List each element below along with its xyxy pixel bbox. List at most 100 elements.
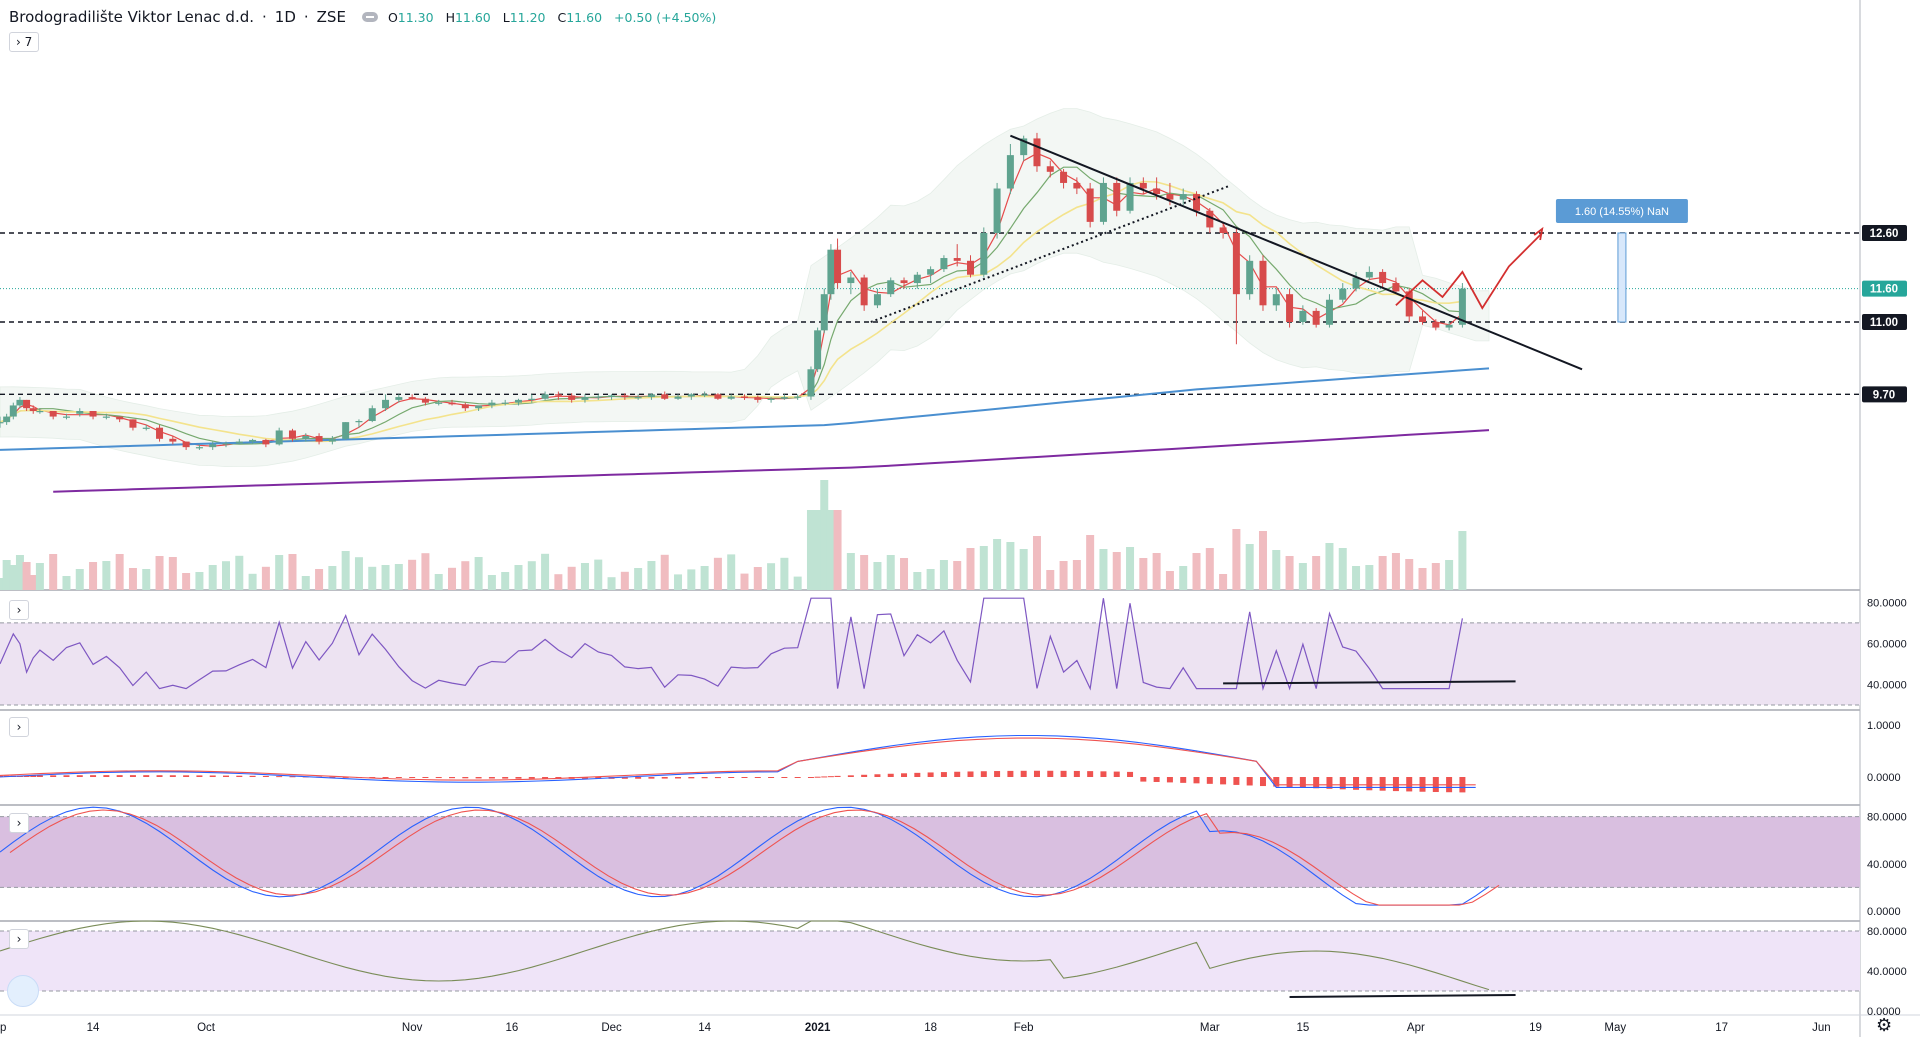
volume-bar bbox=[408, 559, 417, 590]
macd-histogram-bar bbox=[847, 775, 854, 777]
low-label: L bbox=[502, 9, 510, 25]
chevron-right-icon: › bbox=[16, 932, 22, 946]
candle-body bbox=[49, 411, 57, 417]
macd-histogram-bar bbox=[435, 777, 442, 779]
rsi-support-line bbox=[1223, 680, 1516, 685]
volume-bar bbox=[833, 510, 842, 590]
open-label: O bbox=[387, 9, 398, 25]
macd-histogram-bar bbox=[1087, 771, 1094, 777]
candle-body bbox=[608, 395, 616, 397]
volume-bar bbox=[368, 566, 377, 590]
macd-histogram-bar bbox=[76, 775, 83, 777]
macd-histogram-bar bbox=[1193, 777, 1200, 784]
candle-body bbox=[435, 402, 443, 404]
volume-bar bbox=[75, 569, 84, 590]
macd-histogram-bar bbox=[1233, 777, 1240, 785]
stoch-pane-toggle-button[interactable]: › bbox=[9, 813, 29, 833]
macd-histogram-bar bbox=[236, 775, 243, 777]
volume-bar bbox=[434, 574, 443, 590]
volume-bar bbox=[1152, 553, 1161, 590]
time-axis-label: Dec bbox=[601, 1022, 622, 1034]
volume-bar bbox=[62, 576, 71, 590]
volume-bar bbox=[1245, 544, 1254, 590]
volume-bar bbox=[620, 571, 629, 590]
macd-pane-toggle-button[interactable]: › bbox=[9, 717, 29, 737]
indicators-collapse-button[interactable]: › 7 bbox=[9, 32, 40, 52]
candle-body bbox=[827, 249, 835, 295]
candle-body bbox=[780, 397, 788, 399]
macd-histogram-bar bbox=[1020, 770, 1027, 777]
volume-bar bbox=[740, 573, 749, 590]
volume-bar bbox=[674, 574, 683, 590]
volume-bar bbox=[713, 557, 722, 590]
volume-bar bbox=[354, 557, 363, 590]
macd-histogram-bar bbox=[462, 777, 469, 779]
macd-histogram-bar bbox=[1060, 770, 1067, 777]
candle-body bbox=[913, 274, 921, 284]
volume-bar bbox=[1126, 547, 1135, 590]
volume-bar bbox=[1298, 563, 1307, 590]
macd-histogram-bar bbox=[329, 776, 336, 778]
volume-bar bbox=[1179, 566, 1188, 590]
candle-body bbox=[76, 411, 84, 414]
volume-bar bbox=[1205, 548, 1214, 590]
chevron-right-icon: › bbox=[16, 816, 22, 830]
gear-icon[interactable]: ⚙ bbox=[1876, 1015, 1893, 1036]
macd-histogram-bar bbox=[914, 772, 921, 777]
ohlc-values: O11.30 H11.60 L11.20 C11.60 +0.50 (+4.50… bbox=[388, 10, 716, 25]
hide-series-eye-icon[interactable] bbox=[361, 12, 378, 22]
candle-body bbox=[182, 441, 190, 448]
candle-body bbox=[740, 396, 748, 398]
volume-bar bbox=[29, 575, 38, 590]
macd-histogram-bar bbox=[103, 775, 110, 777]
candle-body bbox=[1139, 182, 1147, 189]
rsi-pane-toggle-button[interactable]: › bbox=[9, 600, 29, 620]
macd-histogram-bar bbox=[129, 775, 136, 777]
volume-bar bbox=[926, 569, 935, 590]
macd-histogram-bar bbox=[276, 776, 283, 778]
rsi-line bbox=[0, 597, 1463, 691]
stochrsi-pane-toggle-button[interactable]: › bbox=[9, 929, 29, 949]
candle-body bbox=[355, 421, 363, 423]
candle-body bbox=[1325, 299, 1333, 325]
candle-body bbox=[1219, 227, 1227, 233]
candle-body bbox=[834, 249, 842, 284]
macd-histogram-bar bbox=[794, 777, 801, 778]
candle-body bbox=[368, 408, 376, 422]
volume-bar bbox=[793, 576, 802, 590]
volume-bar bbox=[328, 566, 337, 590]
volume-bar bbox=[1258, 531, 1267, 590]
volume-bar bbox=[1232, 529, 1241, 590]
candle-body bbox=[873, 294, 881, 306]
candle-body bbox=[1060, 171, 1068, 183]
macd-histogram-bar bbox=[675, 777, 682, 779]
candle-body bbox=[940, 258, 948, 270]
symbol-exchange[interactable]: ZSE bbox=[316, 8, 346, 26]
candle-body bbox=[1086, 188, 1094, 222]
candle-body bbox=[421, 398, 429, 403]
volume-bar bbox=[647, 561, 656, 590]
indicator-axis-label: 80.0000 bbox=[1867, 597, 1907, 609]
symbol-name[interactable]: Brodogradilište Viktor Lenac d.d. bbox=[9, 8, 254, 26]
volume-bar bbox=[1139, 558, 1148, 590]
chevron-right-icon: › bbox=[16, 720, 22, 734]
macd-histogram-bar bbox=[143, 775, 150, 777]
macd-histogram-bar bbox=[688, 777, 695, 779]
volume-bar bbox=[1019, 549, 1028, 590]
stoch-d-line bbox=[9, 809, 1500, 906]
macd-histogram-bar bbox=[1313, 777, 1320, 789]
high-value: 11.60 bbox=[454, 9, 491, 25]
candle-body bbox=[953, 258, 961, 261]
volume-bar bbox=[1059, 561, 1068, 590]
volume-bar bbox=[607, 577, 616, 590]
stoch-band-fill bbox=[0, 816, 1860, 888]
candle-body bbox=[169, 438, 177, 442]
volume-bar bbox=[1112, 552, 1121, 590]
symbol-interval[interactable]: 1D bbox=[274, 8, 296, 26]
low-value: 11.20 bbox=[509, 9, 546, 25]
symbol-separator: · bbox=[262, 8, 267, 26]
time-axis-label: 19 bbox=[1529, 1022, 1542, 1034]
tradingview-logo-icon[interactable] bbox=[7, 975, 39, 1007]
macd-histogram-bar bbox=[635, 777, 642, 779]
